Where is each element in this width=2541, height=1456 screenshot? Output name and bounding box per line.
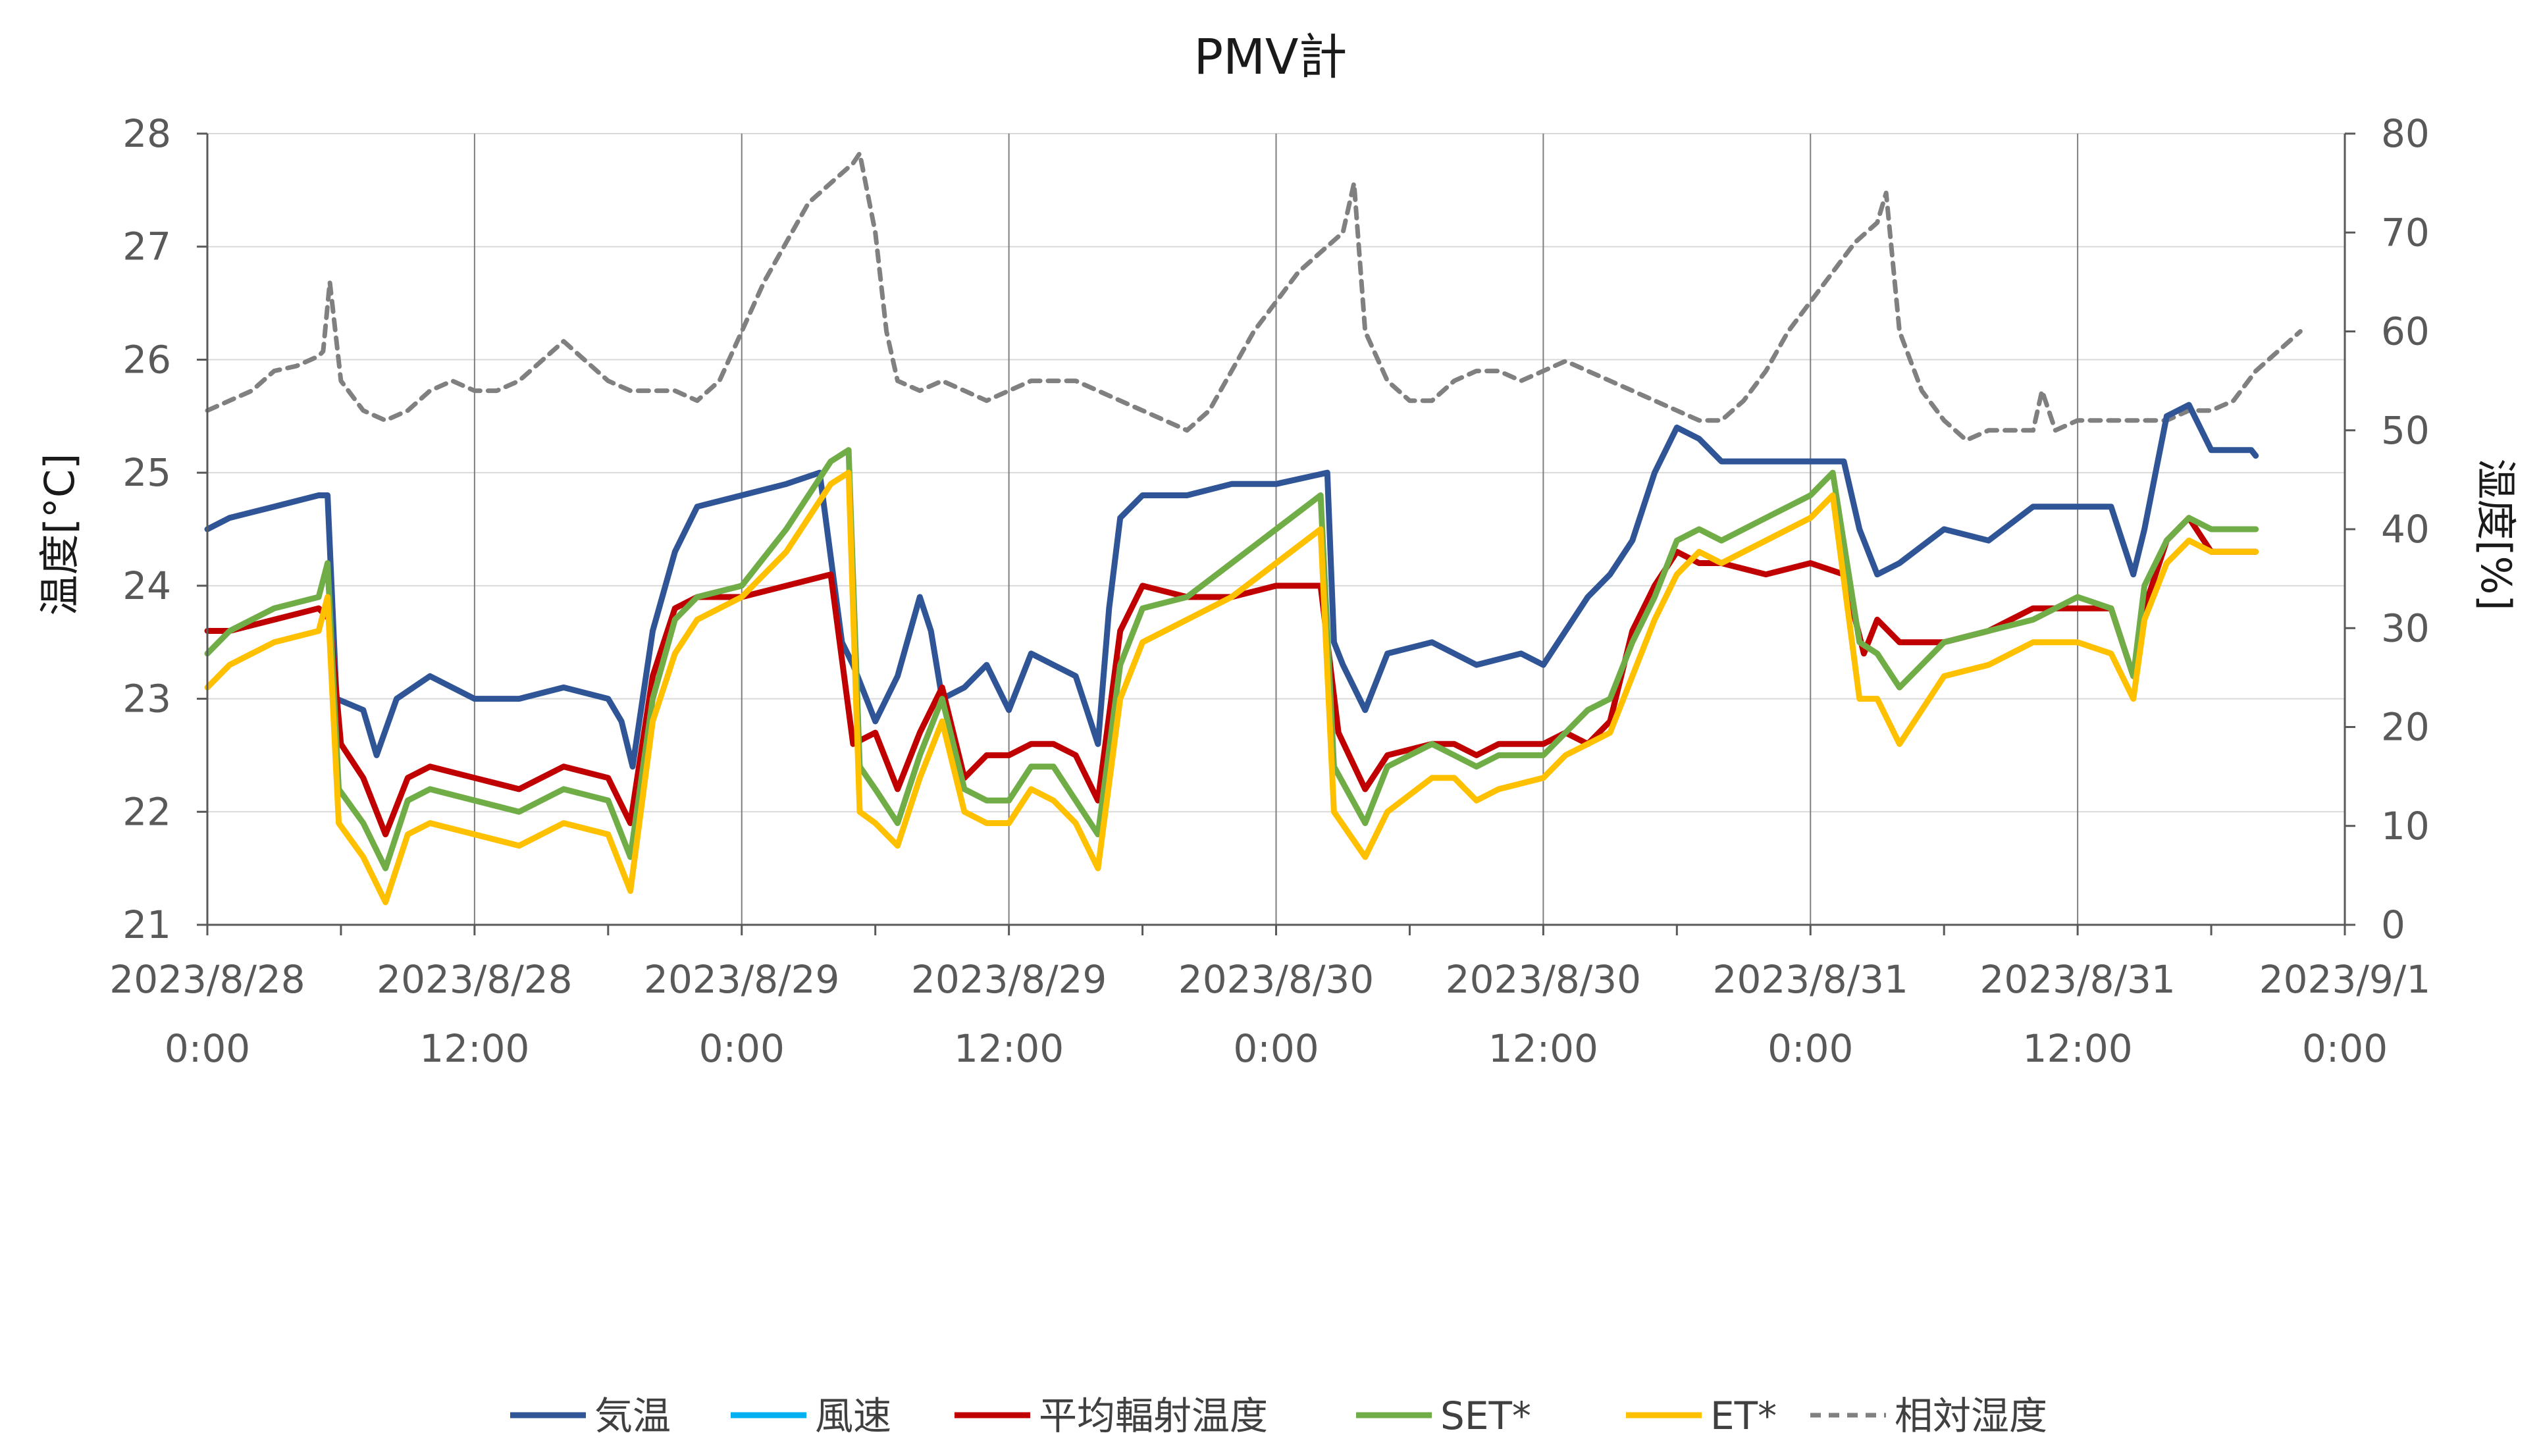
right-axis-title: 湿度[%]	[2472, 458, 2520, 610]
x-tick-date-4: 2023/8/30	[1178, 957, 1374, 1002]
series-line-4	[204, 469, 2259, 906]
left-tick-label-0: 21	[122, 902, 171, 947]
x-tick-date-6: 2023/8/31	[1713, 957, 1908, 1002]
x-tick-date-3: 2023/8/29	[911, 957, 1107, 1002]
left-tick-label-7: 28	[122, 111, 171, 156]
right-tick-label-2: 20	[2381, 705, 2430, 750]
right-tick-label-5: 50	[2381, 408, 2430, 453]
x-tick-date-1: 2023/8/28	[377, 957, 572, 1002]
x-tick-date-0: 2023/8/28	[109, 957, 305, 1002]
axes	[197, 132, 2355, 935]
series-layer	[204, 151, 2303, 906]
x-tick-time-2: 0:00	[699, 1026, 785, 1071]
legend-label-5: 相対湿度	[1895, 1393, 2047, 1438]
x-tick-date-2: 2023/8/29	[644, 957, 839, 1002]
left-tick-label-5: 26	[122, 337, 171, 382]
left-axis-title: 温度[°C]	[36, 454, 84, 616]
x-tick-time-3: 12:00	[954, 1026, 1064, 1071]
legend-label-3: SET*	[1440, 1393, 1531, 1438]
right-tick-label-0: 0	[2381, 902, 2405, 947]
right-tick-label-4: 40	[2381, 507, 2430, 552]
x-tick-date-5: 2023/8/30	[1446, 957, 1641, 1002]
legend-label-1: 風速	[815, 1393, 891, 1438]
left-tick-label-3: 24	[122, 563, 171, 608]
left-axis-ticks: 21 22 23 24 25 26 27 28	[122, 111, 171, 947]
x-tick-date-7: 2023/8/31	[1979, 957, 2175, 1002]
legend-label-4: ET*	[1710, 1393, 1777, 1438]
left-tick-label-1: 22	[122, 789, 171, 834]
x-tick-time-8: 0:00	[2302, 1026, 2388, 1071]
x-axis-ticks: 2023/8/28 0:00 2023/8/28 12:00 2023/8/29 0:00…	[109, 957, 2430, 1071]
x-tick-date-8: 2023/9/1	[2259, 957, 2431, 1002]
series-line-5	[205, 151, 2303, 443]
x-tick-time-6: 0:00	[1768, 1026, 1853, 1071]
legend-label-2: 平均輻射温度	[1039, 1393, 1268, 1438]
left-tick-label-2: 23	[122, 677, 171, 721]
right-tick-label-8: 80	[2381, 111, 2430, 156]
right-tick-label-3: 30	[2381, 606, 2430, 650]
x-tick-time-5: 12:00	[1488, 1026, 1598, 1071]
left-tick-label-6: 27	[122, 224, 171, 269]
right-axis-ticks: 0 10 20 30 40 50 60 70 80	[2381, 111, 2430, 947]
series-line-3	[204, 447, 2259, 871]
legend-label-0: 気温	[594, 1393, 671, 1438]
x-tick-time-7: 12:00	[2023, 1026, 2133, 1071]
series-line-0	[204, 402, 2259, 770]
x-tick-time-4: 0:00	[1233, 1026, 1319, 1071]
legend: 気温 風速 平均輻射温度 SET* ET* 相対湿度	[510, 1393, 2047, 1438]
x-tick-time-1: 12:00	[419, 1026, 529, 1071]
right-tick-label-7: 70	[2381, 210, 2430, 255]
right-tick-label-6: 60	[2381, 309, 2430, 354]
chart-title: PMV計	[1193, 29, 1347, 86]
right-tick-label-1: 10	[2381, 804, 2430, 848]
left-tick-label-4: 25	[122, 450, 171, 495]
x-tick-time-0: 0:00	[165, 1026, 250, 1071]
